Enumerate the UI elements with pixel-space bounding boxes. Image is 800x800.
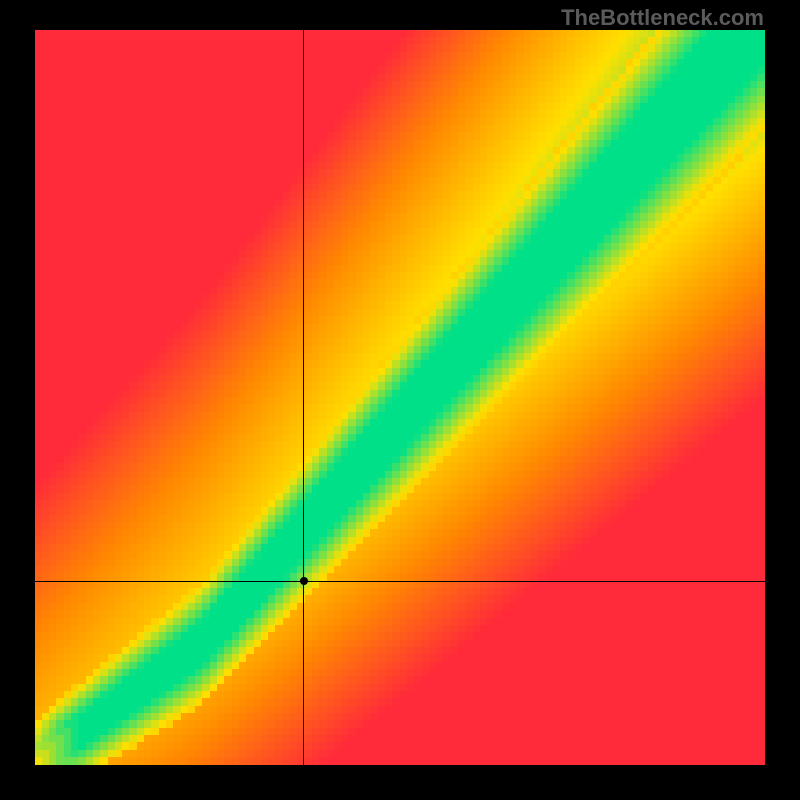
watermark-text: TheBottleneck.com [561,5,764,31]
crosshair-vertical [303,30,304,765]
crosshair-horizontal [35,581,765,582]
heatmap-canvas [35,30,765,765]
chart-container: TheBottleneck.com [0,0,800,800]
marker-dot [300,577,308,585]
